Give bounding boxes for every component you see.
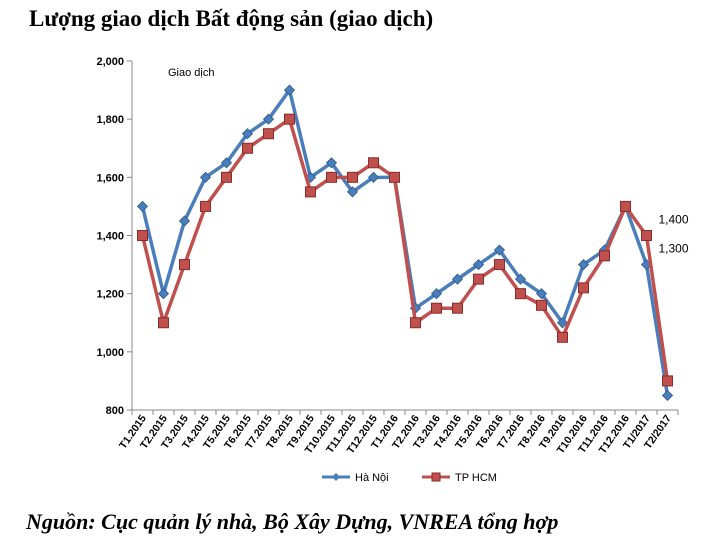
data-point bbox=[241, 128, 254, 140]
legend-marker bbox=[332, 473, 340, 481]
data-point bbox=[262, 113, 275, 125]
legend: Hà Nội TP HCM bbox=[322, 472, 497, 484]
data-point bbox=[179, 259, 190, 271]
annotation-layer: 1,400 1,300 bbox=[659, 213, 689, 256]
legend-label: TP HCM bbox=[455, 472, 497, 484]
data-point bbox=[389, 171, 400, 183]
data-point bbox=[263, 128, 274, 140]
data-point bbox=[136, 200, 149, 212]
y-axis-label: Giao dịch bbox=[168, 67, 214, 79]
data-point bbox=[514, 273, 527, 285]
data-point bbox=[220, 157, 233, 169]
data-point bbox=[578, 282, 589, 294]
data-point bbox=[325, 157, 338, 169]
data-point bbox=[221, 171, 232, 183]
data-point bbox=[430, 288, 443, 300]
y-tick-label: 1,200 bbox=[96, 289, 124, 301]
data-label: 1,400 bbox=[659, 213, 689, 227]
data-point bbox=[472, 259, 485, 271]
data-point bbox=[451, 273, 464, 285]
data-point bbox=[178, 215, 191, 227]
legend-marker bbox=[431, 472, 441, 482]
data-point bbox=[326, 171, 337, 183]
data-point bbox=[515, 288, 526, 300]
data-point bbox=[199, 171, 212, 183]
data-point bbox=[368, 157, 379, 169]
data-point bbox=[494, 259, 505, 271]
data-point bbox=[137, 230, 148, 241]
source-note: Nguồn: Cục quản lý nhà, Bộ Xây Dựng, VNR… bbox=[26, 509, 559, 534]
data-point bbox=[536, 299, 547, 311]
data-point bbox=[620, 200, 631, 212]
y-tick-label: 1,600 bbox=[96, 172, 124, 184]
data-point bbox=[367, 171, 380, 183]
data-point bbox=[346, 186, 359, 198]
data-point bbox=[577, 259, 590, 271]
x-axis-ticks: T1.2015T2.2015T3.2015T4.2015T5.2015T6.20… bbox=[117, 410, 679, 456]
data-point bbox=[242, 142, 253, 154]
y-tick-label: 1,800 bbox=[96, 114, 124, 126]
page-title: Lượng giao dịch Bất động sản (giao dịch) bbox=[29, 6, 434, 31]
data-point bbox=[535, 288, 548, 300]
data-point bbox=[284, 113, 295, 125]
data-point bbox=[157, 288, 170, 300]
y-tick-label: 1,000 bbox=[96, 347, 124, 359]
y-axis-ticks: 800 1,000 1,200 1,400 1,600 1,800 2,000 bbox=[96, 56, 132, 417]
y-tick-label: 800 bbox=[106, 405, 124, 417]
data-point bbox=[452, 302, 463, 314]
data-label: 1,300 bbox=[659, 242, 689, 256]
data-point bbox=[473, 273, 484, 285]
data-point bbox=[662, 375, 673, 387]
y-tick-label: 2,000 bbox=[96, 56, 124, 68]
data-point bbox=[556, 317, 569, 329]
data-point bbox=[158, 317, 169, 329]
series-layer bbox=[136, 84, 674, 402]
y-tick-label: 1,400 bbox=[96, 231, 124, 243]
data-point bbox=[200, 200, 211, 212]
data-point bbox=[283, 84, 296, 96]
data-point bbox=[347, 171, 358, 183]
data-point bbox=[661, 389, 674, 402]
data-point bbox=[305, 186, 316, 198]
data-point bbox=[557, 331, 568, 343]
data-point bbox=[599, 250, 610, 262]
data-point bbox=[493, 244, 506, 256]
data-point bbox=[641, 230, 652, 241]
series-1 bbox=[137, 113, 673, 387]
data-point bbox=[431, 302, 442, 314]
legend-label: Hà Nội bbox=[355, 472, 389, 484]
series-line bbox=[140, 117, 670, 382]
data-point bbox=[410, 317, 421, 329]
